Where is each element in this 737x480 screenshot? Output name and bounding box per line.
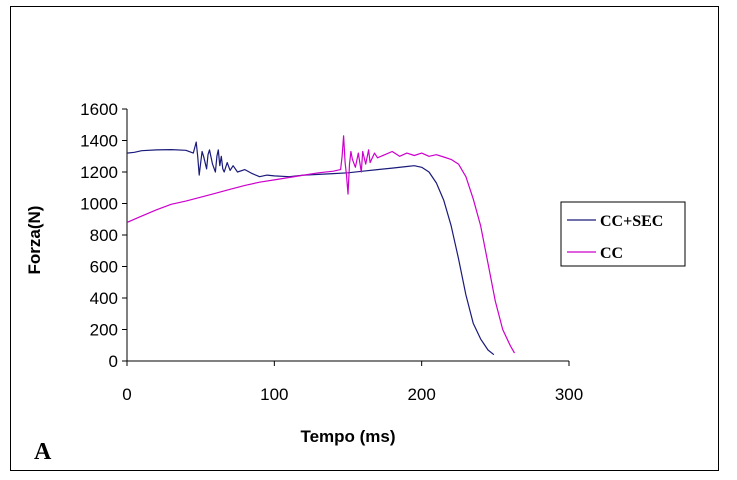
- x-axis-title: Tempo (ms): [300, 427, 395, 446]
- y-tick-label: 1600: [80, 100, 118, 119]
- series-line-cc-sec: [126, 141, 495, 356]
- y-tick-label: 1400: [80, 132, 118, 151]
- y-tick-label: 1000: [80, 195, 118, 214]
- y-axis-title: Forza(N): [25, 206, 44, 275]
- legend-label-cc-sec: CC+SEC: [600, 213, 663, 230]
- x-tick-label: 200: [407, 385, 435, 404]
- series-line-cc: [126, 135, 516, 354]
- y-tick-label: 400: [90, 289, 118, 308]
- x-axis: 0 100 200 300: [122, 360, 583, 404]
- legend-label-cc: CC: [600, 245, 623, 262]
- x-tick-label: 300: [555, 385, 583, 404]
- legend-box: [560, 201, 686, 267]
- x-tick-label: 0: [122, 385, 131, 404]
- y-tick-label: 200: [90, 321, 118, 340]
- y-tick-label: 800: [90, 226, 118, 245]
- legend: CC+SEC CC: [560, 201, 686, 267]
- y-tick-label: 1200: [80, 163, 118, 182]
- x-tick-label: 100: [260, 385, 288, 404]
- series-layer: [126, 135, 516, 356]
- y-tick-label: 0: [109, 352, 118, 371]
- panel-label: A: [34, 439, 52, 465]
- y-tick-label: 600: [90, 258, 118, 277]
- y-axis: 0 200 400 600 800 1000 1200 1400 1600: [80, 100, 128, 371]
